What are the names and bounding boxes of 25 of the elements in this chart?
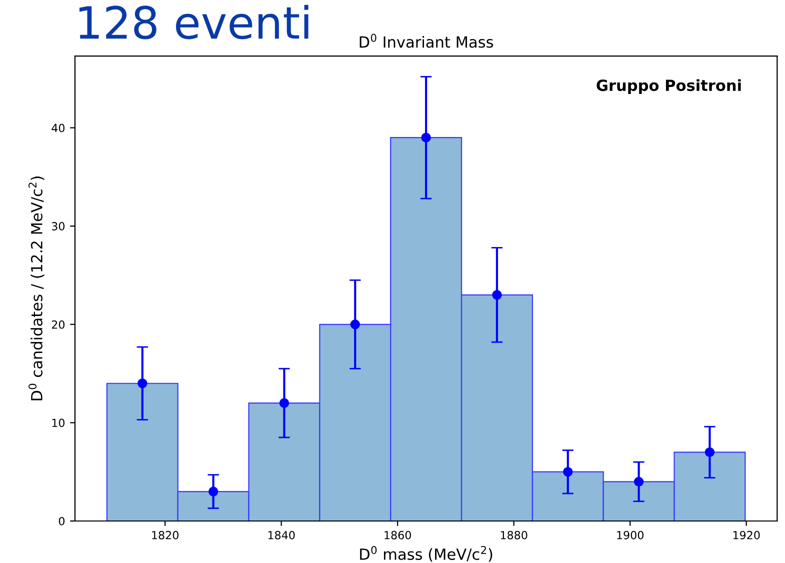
- y-tick-label: 30: [52, 222, 65, 230]
- x-tick-label: 1900: [617, 530, 644, 540]
- x-axis-title: D$^{0}$ mass (MeV/c$^{2}$): [360, 546, 492, 562]
- point: [563, 466, 573, 477]
- x-tick-label: 1840: [268, 530, 295, 540]
- y-tick-label: 20: [52, 320, 65, 329]
- point: [634, 476, 644, 487]
- y-tick-label: 40: [52, 124, 65, 132]
- point: [208, 486, 218, 496]
- x-tick-label: 1860: [384, 530, 411, 540]
- point: [138, 378, 148, 388]
- point: [421, 132, 431, 142]
- point: [279, 398, 290, 408]
- y-tick-label: 10: [52, 418, 65, 428]
- x-tick-label: 1880: [500, 530, 528, 540]
- y-axis-title: D$^{0}$ candidates / (12.2 MeV/c$^{2}$): [28, 176, 44, 400]
- text: 128 eventi: [79, 4, 308, 40]
- annotation: Gruppo Positroni: [596, 79, 741, 94]
- x-tick-label: 1920: [733, 530, 760, 540]
- x-tick-label: 1820: [152, 530, 178, 540]
- chart-title: D$^{0}$ Invariant Mass: [360, 34, 494, 48]
- point: [492, 290, 502, 300]
- point: [350, 320, 360, 330]
- y-tick-label: 0: [58, 516, 65, 526]
- point: [704, 447, 715, 458]
